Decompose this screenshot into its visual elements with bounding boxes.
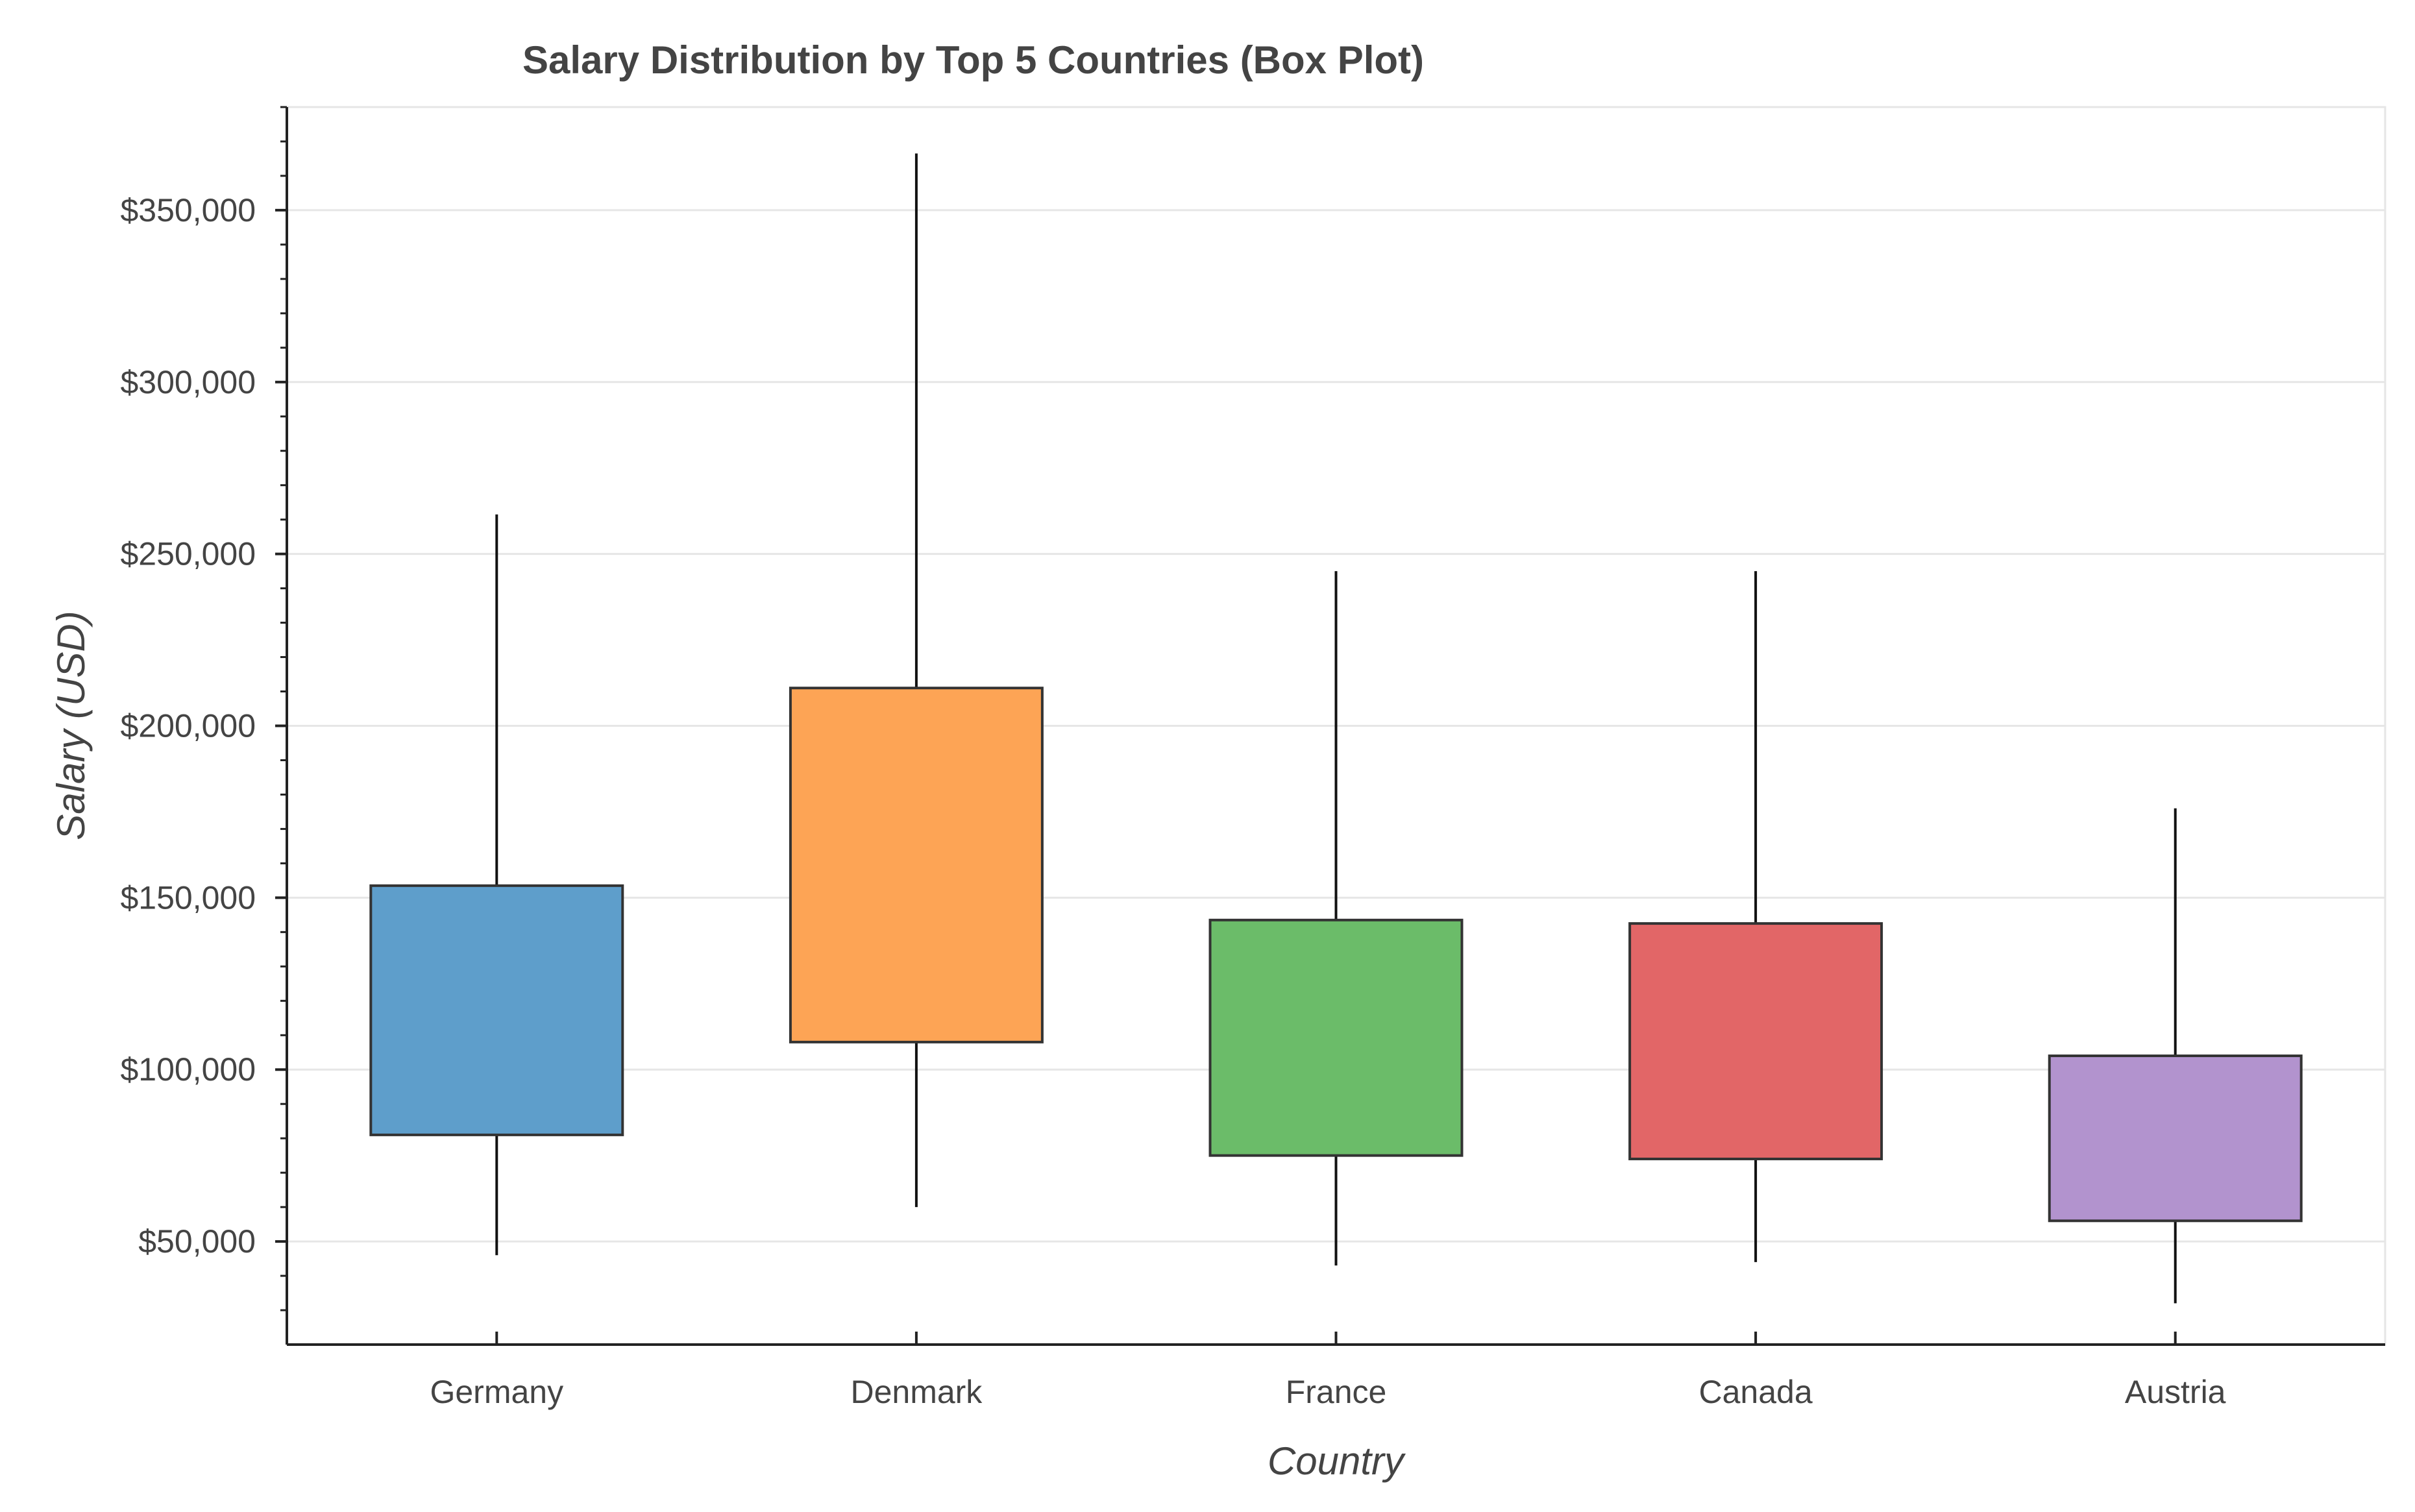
y-tick-label: $350,000 <box>120 192 256 228</box>
chart-title: Salary Distribution by Top 5 Countries (… <box>522 38 1424 82</box>
y-axis-ticks: $50,000 $100,000 $150,000 $200,000 $250,000 $… <box>120 106 287 1311</box>
x-tick-label: Austria <box>2125 1374 2226 1410</box>
whiskers <box>495 153 2177 1304</box>
box-france[interactable] <box>1208 918 1464 1157</box>
box-denmark[interactable] <box>789 687 1044 1043</box>
x-tick-label: France <box>1286 1374 1387 1410</box>
x-tick-label: Germany <box>430 1374 563 1410</box>
y-tick-label: $300,000 <box>120 364 256 400</box>
boxes <box>369 687 2303 1223</box>
box-germany[interactable] <box>369 884 624 1136</box>
y-tick-label: $150,000 <box>120 879 256 916</box>
x-axis-label: Country <box>1268 1439 1406 1483</box>
x-tick-label: Canada <box>1699 1374 1813 1410</box>
box-austria[interactable] <box>2048 1055 2303 1223</box>
y-tick-label: $100,000 <box>120 1051 256 1088</box>
grid-lines <box>287 209 2385 1243</box>
x-axis-ticks: Germany Denmark France Canada Austria <box>430 1332 2226 1410</box>
y-tick-label: $200,000 <box>120 708 256 744</box>
y-tick-label: $50,000 <box>138 1223 256 1260</box>
y-tick-label: $250,000 <box>120 536 256 572</box>
y-axis-label: Salary (USD) <box>49 611 93 840</box>
box-canada[interactable] <box>1628 922 1883 1160</box>
x-tick-label: Denmark <box>850 1374 983 1410</box>
